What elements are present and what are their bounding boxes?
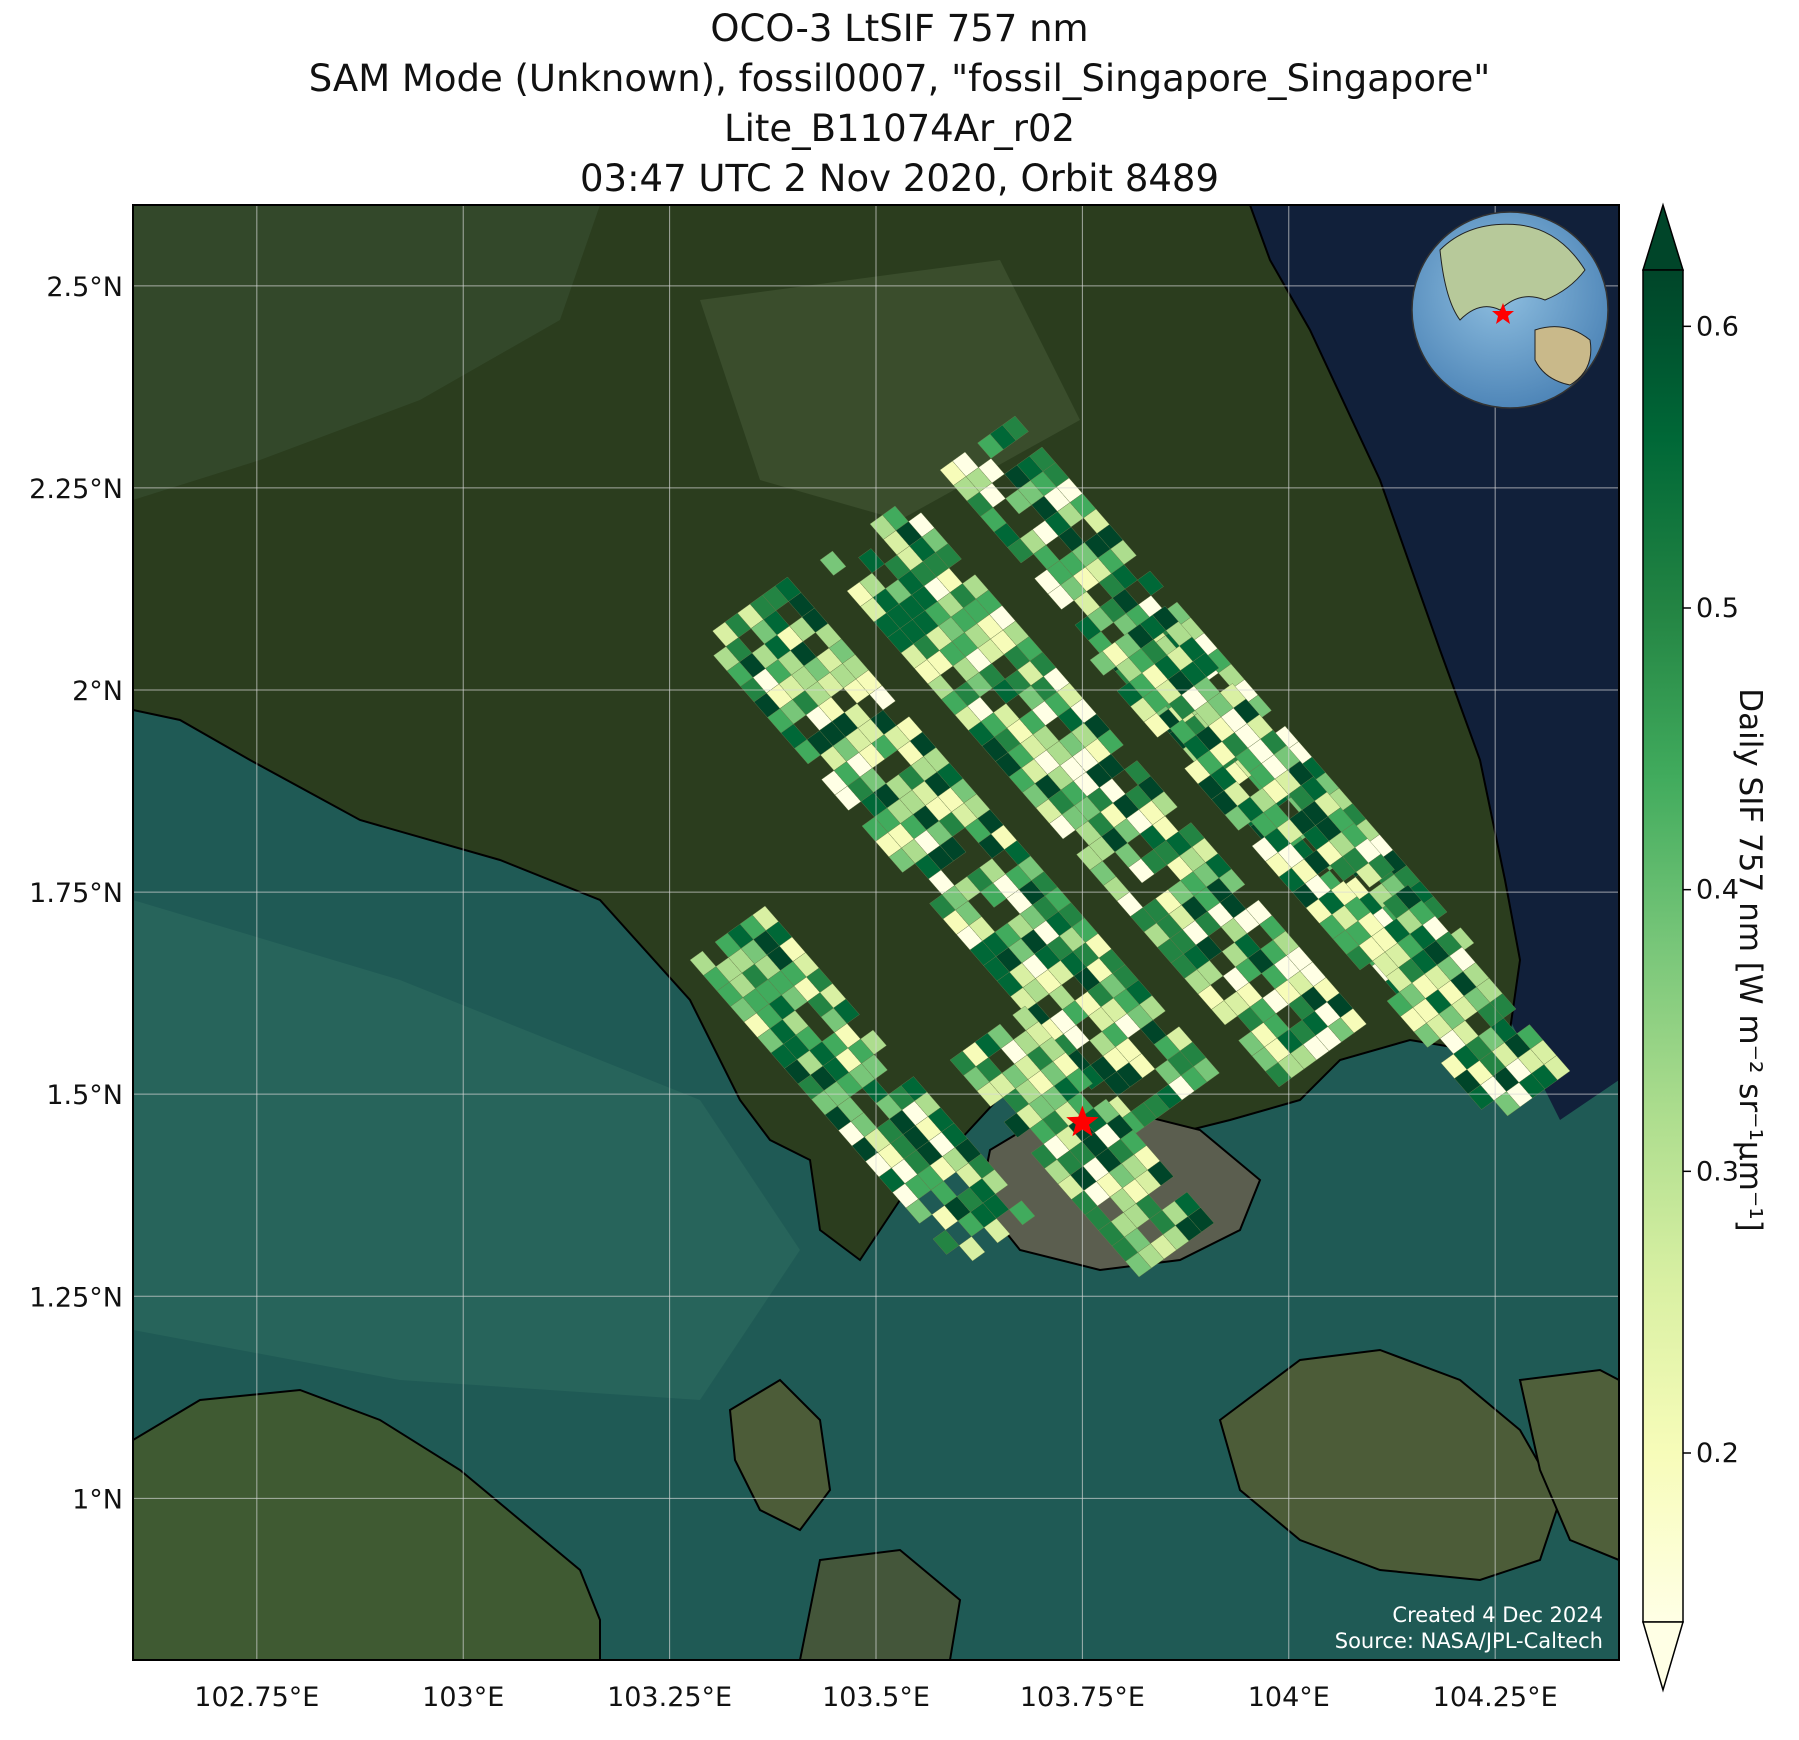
sif-cell — [1368, 853, 1395, 879]
karimun-island — [728, 1378, 832, 1532]
sumatra-land — [133, 1388, 601, 1660]
longitude-tick-label: 104.25°E — [1433, 1682, 1558, 1713]
colorbar-ticks: 0.2 0.3 0.4 0.5 0.6 — [1683, 311, 1739, 1469]
sif-cell — [981, 1169, 1009, 1195]
latitude-tick-label: 1.75°N — [29, 878, 123, 909]
sif-cell — [1151, 791, 1178, 817]
sif-cell — [1110, 539, 1137, 565]
title-line-1: OCO-3 LtSIF 757 nm — [710, 7, 1089, 50]
sif-cell — [1137, 570, 1164, 596]
sif-cell — [860, 1029, 887, 1055]
sif-cell — [935, 543, 962, 569]
title-line-3: Lite_B11074Ar_r02 — [723, 107, 1076, 150]
colorbar-tick-label: 0.6 — [1696, 311, 1739, 342]
sif-cell — [1193, 1057, 1220, 1083]
latitude-tick-label: 1.25°N — [29, 1282, 123, 1313]
graticule — [133, 205, 1619, 1660]
sif-cell — [1097, 729, 1124, 755]
sif-cell — [1066, 1067, 1093, 1093]
colorbar: 0.2 0.3 0.4 0.5 0.6 Daily SIF 757 nm [W m⁻² … — [1641, 202, 1768, 1693]
sif-cell — [1139, 995, 1166, 1021]
sediment-plume — [133, 900, 800, 1400]
latitude-tick-label: 2.25°N — [29, 474, 123, 505]
longitude-tick-label: 103.5°E — [822, 1682, 930, 1713]
red-star-icon — [1066, 1105, 1099, 1137]
longitude-tick-label: 103°E — [422, 1682, 504, 1713]
colorbar-extend-max — [1641, 202, 1685, 271]
sif-cell — [983, 1218, 1011, 1244]
bintan-island — [1518, 1368, 1619, 1562]
colorbar-tick-label: 0.4 — [1696, 875, 1739, 906]
longitude-tick-label: 102.75°E — [194, 1682, 319, 1713]
colorbar-tick-label: 0.5 — [1696, 593, 1739, 624]
source-credit: Source: NASA/JPL-Caltech — [1335, 1629, 1603, 1653]
small-island — [798, 1548, 962, 1660]
colorbar-tick-label: 0.3 — [1696, 1156, 1739, 1187]
sif-cell — [1543, 1055, 1571, 1081]
sif-cell — [1187, 1207, 1215, 1233]
sif-cell — [1002, 415, 1029, 441]
sif-cell — [1218, 868, 1246, 894]
sif-cell — [1489, 993, 1517, 1019]
latitude-labels: 2.5°N 2.25°N 2°N 1.75°N 1.5°N 1.25°N 1°N — [29, 272, 123, 1516]
colorbar-tick-label: 0.2 — [1696, 1438, 1739, 1469]
australia-landmass-icon — [1534, 326, 1592, 386]
colorbar-extend-min — [1641, 1621, 1685, 1693]
created-credit: Created 4 Dec 2024 — [1392, 1603, 1603, 1627]
globe-locator-inset — [1411, 211, 1609, 409]
sif-cell — [1008, 1200, 1036, 1226]
sif-cell — [958, 1236, 986, 1262]
deep-sea-area — [1180, 205, 1619, 1120]
colorbar-label: Daily SIF 757 nm [W m⁻² sr⁻¹μm⁻¹] — [1732, 688, 1768, 1231]
globe-star-icon — [1492, 303, 1514, 324]
longitude-tick-label: 103.25°E — [607, 1682, 732, 1713]
map-frame — [132, 204, 1620, 1661]
longitude-tick-label: 103.75°E — [1020, 1682, 1145, 1713]
latitude-tick-label: 2.5°N — [46, 272, 123, 303]
latitude-tick-label: 1°N — [72, 1484, 123, 1515]
forest-patch — [133, 205, 600, 500]
forest-patch-2 — [700, 260, 1080, 520]
colorbar-gradient — [1642, 269, 1684, 1623]
latitude-tick-label: 1.5°N — [46, 1080, 123, 1111]
longitude-labels: 102.75°E 103°E 103.25°E 103.5°E 103.75°E 104°… — [194, 1682, 1557, 1713]
title-line-4: 03:47 UTC 2 Nov 2020, Orbit 8489 — [580, 157, 1219, 200]
asia-landmass-icon — [1439, 223, 1586, 321]
sif-cell — [1340, 1008, 1367, 1034]
batam-island — [1218, 1348, 1562, 1582]
title-line-2: SAM Mode (Unknown), fossil0007, "fossil_… — [308, 57, 1491, 100]
sif-cell — [861, 1054, 888, 1080]
map-panel[interactable]: Created 4 Dec 2024 Source: NASA/JPL-Calt… — [133, 205, 1619, 1660]
latitude-tick-label: 2°N — [72, 676, 123, 707]
title-block: OCO-3 LtSIF 757 nm SAM Mode (Unknown), f… — [0, 4, 1799, 204]
sif-cell — [819, 550, 847, 576]
sif-cell — [1147, 1160, 1174, 1186]
sif-cell — [833, 998, 860, 1024]
sif-cell — [1192, 652, 1220, 678]
longitude-tick-label: 104°E — [1248, 1682, 1330, 1713]
sif-cell — [939, 836, 967, 862]
